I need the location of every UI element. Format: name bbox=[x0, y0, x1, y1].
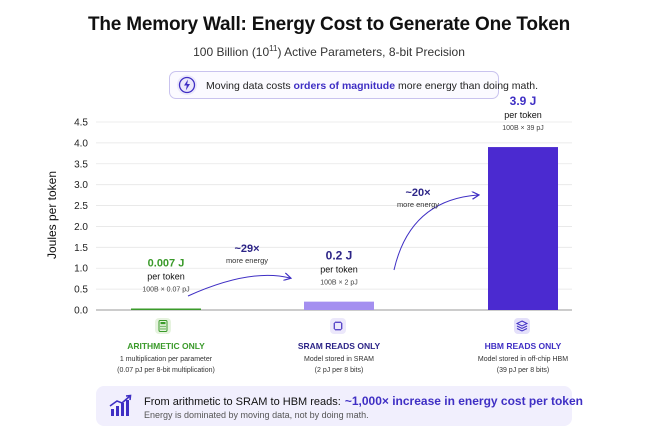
y-tick-label: 3.0 bbox=[74, 180, 88, 191]
category-label: ARITHMETIC ONLY bbox=[127, 341, 205, 351]
callout-text: Moving data costs orders of magnitude mo… bbox=[206, 80, 538, 92]
bar-formula-label: 100B × 0.07 pJ bbox=[142, 287, 189, 294]
y-tick-label: 4.5 bbox=[74, 118, 88, 129]
bar-unit-label: per token bbox=[147, 272, 185, 282]
bar bbox=[131, 308, 201, 310]
callout-text-after: more energy than doing math. bbox=[395, 80, 539, 92]
arrow-20x bbox=[393, 195, 478, 271]
bar-chart: Joules per token 0.0 0.5 1.0 1.5 2.0 2.5 3.0 3.… bbox=[45, 94, 572, 374]
callout-text-before: Moving data costs bbox=[206, 80, 294, 92]
comparison-arrows: ~29× more energy ~20× more energy bbox=[187, 187, 478, 297]
category-label: HBM READS ONLY bbox=[485, 341, 562, 351]
bar-value-label: 0.2 J bbox=[326, 249, 353, 263]
subtitle-prefix: 100 Billion (10 bbox=[193, 45, 270, 59]
y-tick-label: 2.0 bbox=[74, 222, 88, 233]
lightning-bolt-icon bbox=[177, 75, 197, 95]
category-desc-detail: (0.07 pJ per 8-bit multiplication) bbox=[117, 367, 215, 374]
category-label: SRAM READS ONLY bbox=[298, 341, 381, 351]
chart-title: The Memory Wall: Energy Cost to Generate… bbox=[88, 14, 570, 35]
footer-main-text: From arithmetic to SRAM to HBM reads: ~1,… bbox=[144, 394, 583, 408]
y-tick-labels: 0.0 0.5 1.0 1.5 2.0 2.5 3.0 3.5 4.0 4.5 bbox=[74, 118, 88, 317]
annotation-20x: ~20× bbox=[405, 187, 430, 199]
bar bbox=[304, 301, 374, 310]
bars bbox=[131, 147, 558, 310]
y-tick-label: 0.0 bbox=[74, 306, 88, 317]
category-desc-detail: (2 pJ per 8 bits) bbox=[315, 367, 364, 374]
summary-footer: From arithmetic to SRAM to HBM reads: ~1,… bbox=[96, 386, 583, 426]
arrow-29x bbox=[187, 275, 290, 297]
footer-sub-text: Energy is dominated by moving data, not … bbox=[144, 410, 369, 420]
footer-main-before: From arithmetic to SRAM to HBM reads: bbox=[144, 396, 341, 408]
y-tick-label: 1.5 bbox=[74, 243, 88, 254]
category-desc: Model stored in off-chip HBM bbox=[478, 356, 568, 363]
footer-highlight: ~1,000× increase in energy cost per toke… bbox=[344, 394, 583, 408]
bar-value-label: 0.007 J bbox=[148, 258, 185, 270]
category-desc: Model stored in SRAM bbox=[304, 356, 374, 363]
annotation-29x-sub: more energy bbox=[226, 256, 268, 265]
memory-stack-icon bbox=[514, 318, 530, 334]
trend-up-chart-icon bbox=[108, 393, 134, 419]
y-tick-label: 2.5 bbox=[74, 201, 88, 212]
bar-value-labels: 0.007 J per token 100B × 0.07 pJ 0.2 J per t… bbox=[142, 94, 543, 293]
chart-subtitle: 100 Billion (1011) Active Parameters, 8-… bbox=[0, 44, 658, 59]
category-desc-detail: (39 pJ per 8 bits) bbox=[497, 367, 550, 374]
bar-value-label: 3.9 J bbox=[510, 94, 537, 108]
bar-unit-label: per token bbox=[504, 110, 542, 120]
y-tick-label: 3.5 bbox=[74, 159, 88, 170]
annotation-20x-sub: more energy bbox=[397, 200, 439, 209]
subtitle-exponent: 11 bbox=[269, 44, 278, 53]
bar-unit-label: per token bbox=[320, 265, 358, 275]
annotation-29x: ~29× bbox=[234, 243, 259, 255]
category-icons bbox=[155, 318, 530, 334]
callout-box: Moving data costs orders of magnitude mo… bbox=[169, 71, 538, 99]
y-tick-label: 4.0 bbox=[74, 138, 88, 149]
y-axis-label: Joules per token bbox=[45, 171, 59, 259]
chip-icon bbox=[330, 318, 346, 334]
subtitle-suffix: ) Active Parameters, 8-bit Precision bbox=[277, 45, 465, 59]
calculator-icon bbox=[155, 318, 171, 334]
callout-highlight: orders of magnitude bbox=[293, 80, 396, 92]
category-desc: 1 multiplication per parameter bbox=[120, 356, 213, 363]
y-tick-label: 0.5 bbox=[74, 285, 88, 296]
category-labels: ARITHMETIC ONLY 1 multiplication per para… bbox=[117, 341, 568, 374]
y-tick-label: 1.0 bbox=[74, 264, 88, 275]
bar-formula-label: 100B × 2 pJ bbox=[320, 280, 358, 287]
bar bbox=[488, 147, 558, 310]
bar-formula-label: 100B × 39 pJ bbox=[502, 125, 543, 132]
